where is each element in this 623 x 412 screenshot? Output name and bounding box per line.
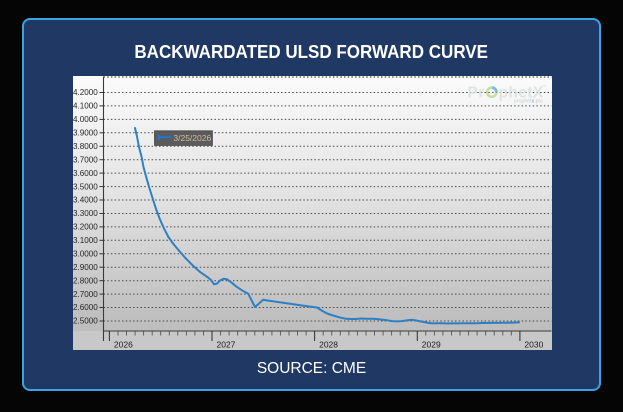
- svg-text:3.1000: 3.1000: [73, 236, 98, 245]
- svg-text:2029: 2029: [422, 340, 441, 350]
- svg-text:3.2000: 3.2000: [73, 223, 98, 232]
- svg-text:2028: 2028: [319, 340, 338, 350]
- svg-text:3.9000: 3.9000: [73, 129, 98, 138]
- svg-text:3.5000: 3.5000: [73, 182, 98, 191]
- svg-text:3.4000: 3.4000: [73, 196, 98, 205]
- svg-text:prophetx.pro: prophetx.pro: [514, 99, 543, 105]
- svg-text:3.7000: 3.7000: [73, 155, 98, 164]
- svg-text:4.2000: 4.2000: [73, 88, 98, 97]
- svg-text:4.1000: 4.1000: [73, 102, 98, 111]
- svg-text:2030: 2030: [524, 340, 543, 350]
- svg-text:4.0000: 4.0000: [73, 115, 98, 124]
- svg-text:2.9000: 2.9000: [73, 263, 98, 272]
- svg-text:2027: 2027: [217, 340, 236, 350]
- svg-text:2.8000: 2.8000: [73, 276, 98, 285]
- svg-text:3.6000: 3.6000: [73, 169, 98, 178]
- svg-text:3/25/2026: 3/25/2026: [173, 133, 211, 143]
- svg-text:™: ™: [542, 85, 547, 91]
- svg-text:2026: 2026: [114, 340, 133, 350]
- svg-text:2.7000: 2.7000: [73, 290, 98, 299]
- svg-text:3.3000: 3.3000: [73, 209, 98, 218]
- svg-text:Pr: Pr: [468, 85, 485, 102]
- svg-text:3.8000: 3.8000: [73, 142, 98, 151]
- svg-text:2.5000: 2.5000: [73, 317, 98, 326]
- svg-text:3.0000: 3.0000: [73, 250, 98, 259]
- svg-text:phetX: phetX: [499, 85, 544, 102]
- svg-text:2.6000: 2.6000: [73, 303, 98, 312]
